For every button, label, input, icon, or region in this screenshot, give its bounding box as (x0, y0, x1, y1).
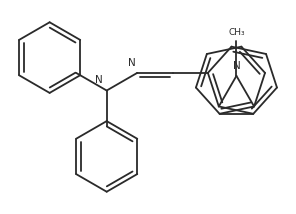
Text: CH₃: CH₃ (228, 28, 245, 37)
Text: N: N (128, 58, 136, 68)
Text: N: N (95, 75, 103, 85)
Text: N: N (233, 61, 240, 71)
